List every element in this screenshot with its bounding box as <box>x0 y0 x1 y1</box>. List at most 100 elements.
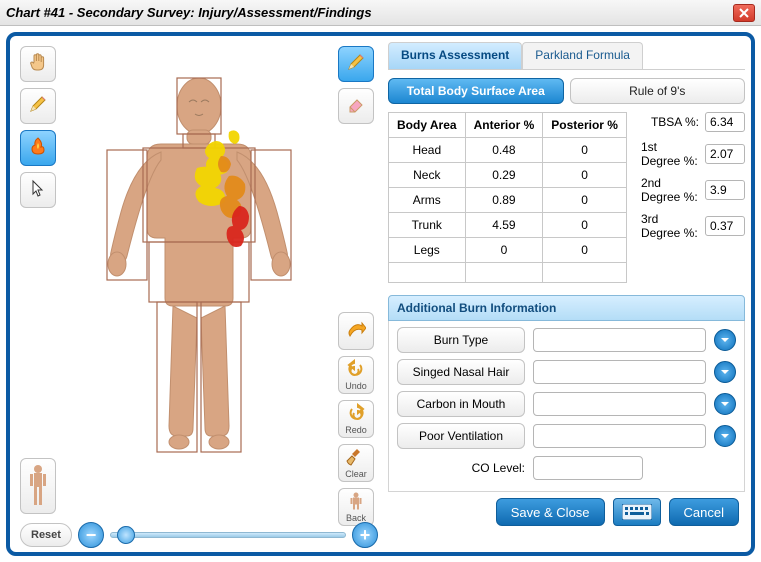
table-cell: Head <box>389 138 466 163</box>
main-frame: UndoRedoClearBack <box>6 32 755 556</box>
addl-field[interactable] <box>533 392 706 416</box>
pencil-icon <box>28 94 48 119</box>
pct-row: 2nd Degree %: <box>641 176 745 204</box>
cancel-button[interactable]: Cancel <box>669 498 739 526</box>
body-thumbnail[interactable] <box>20 458 56 514</box>
pct-row: 1st Degree %: <box>641 140 745 168</box>
table-row <box>389 263 627 283</box>
table-cell: 0 <box>543 188 627 213</box>
addl-label-button[interactable]: Carbon in Mouth <box>397 391 525 417</box>
close-button[interactable] <box>733 4 755 22</box>
body-area-table: Body AreaAnterior %Posterior % Head0.480… <box>388 112 627 283</box>
pct-label: 1st Degree %: <box>641 140 699 168</box>
redo-btn-label: Redo <box>345 425 367 435</box>
share-icon <box>346 320 366 343</box>
chevron-down-icon <box>720 367 730 377</box>
pct-row: TBSA %: <box>641 112 745 132</box>
table-row: Neck0.290 <box>389 163 627 188</box>
tab-burns[interactable]: Burns Assessment <box>388 42 522 69</box>
dropdown-button[interactable] <box>714 361 736 383</box>
body-diagram-pane: UndoRedoClearBack <box>16 42 382 552</box>
pencil-tool[interactable] <box>20 88 56 124</box>
window-title: Chart #41 - Secondary Survey: Injury/Ass… <box>6 5 372 20</box>
clear-btn-label: Clear <box>345 469 367 479</box>
addl-label-button[interactable]: Burn Type <box>397 327 525 353</box>
table-row: Arms0.890 <box>389 188 627 213</box>
undo-btn-label: Undo <box>345 381 367 391</box>
segment-row: Total Body Surface AreaRule of 9's <box>388 78 745 104</box>
pct-label: 3rd Degree %: <box>641 212 699 240</box>
undo-btn[interactable]: Undo <box>338 356 374 394</box>
hand-icon <box>28 52 48 77</box>
eraser[interactable] <box>338 88 374 124</box>
pct-input[interactable] <box>705 112 745 132</box>
zoom-in-button[interactable]: + <box>352 522 378 548</box>
addl-header: Additional Burn Information <box>388 295 745 321</box>
assessment-pane: Burns AssessmentParkland Formula Total B… <box>382 42 745 552</box>
table-cell: 0.48 <box>465 138 543 163</box>
share-btn[interactable] <box>338 312 374 350</box>
redo-icon <box>346 403 366 426</box>
eraser-icon <box>346 94 366 119</box>
segment-tbsa[interactable]: Total Body Surface Area <box>388 78 564 104</box>
body-back-icon <box>346 491 366 514</box>
tab-bar: Burns AssessmentParkland Formula <box>388 42 745 70</box>
addl-field[interactable] <box>533 424 706 448</box>
table-cell: Arms <box>389 188 466 213</box>
addl-field[interactable] <box>533 328 706 352</box>
table-cell: 0 <box>543 138 627 163</box>
chevron-down-icon <box>720 399 730 409</box>
zoom-out-button[interactable]: − <box>78 522 104 548</box>
zoom-slider-thumb[interactable] <box>117 526 135 544</box>
pct-input[interactable] <box>705 144 745 164</box>
pointer-tool[interactable] <box>20 172 56 208</box>
keyboard-icon <box>622 504 652 520</box>
addl-body: Burn Type Singed Nasal Hair Carbon in Mout… <box>388 321 745 492</box>
table-cell: 0.29 <box>465 163 543 188</box>
body-thumb-icon <box>28 464 48 508</box>
pct-input[interactable] <box>705 216 745 236</box>
table-cell: 0 <box>543 213 627 238</box>
body-figure <box>79 72 319 492</box>
clear-btn[interactable]: Clear <box>338 444 374 482</box>
footer-row: Save & Close Cancel <box>388 492 745 530</box>
addl-row: Poor Ventilation <box>397 423 736 449</box>
addl-text-field[interactable] <box>533 456 643 480</box>
addl-field[interactable] <box>533 360 706 384</box>
dropdown-button[interactable] <box>714 393 736 415</box>
addl-label-button[interactable]: Poor Ventilation <box>397 423 525 449</box>
close-icon <box>739 8 749 18</box>
zoom-slider[interactable] <box>110 532 346 538</box>
keyboard-button[interactable] <box>613 498 661 526</box>
burn-tool[interactable] <box>20 130 56 166</box>
percentage-column: TBSA %: 1st Degree %: 2nd Degree %: 3rd Deg… <box>641 112 745 283</box>
assessment-row: Body AreaAnterior %Posterior % Head0.480… <box>388 112 745 283</box>
table-row: Head0.480 <box>389 138 627 163</box>
addl-row: Burn Type <box>397 327 736 353</box>
save-close-button[interactable]: Save & Close <box>496 498 605 526</box>
pct-row: 3rd Degree %: <box>641 212 745 240</box>
addl-label: CO Level: <box>397 455 525 481</box>
segment-rule9[interactable]: Rule of 9's <box>570 78 746 104</box>
tab-parkland[interactable]: Parkland Formula <box>522 42 643 69</box>
addl-row: Singed Nasal Hair <box>397 359 736 385</box>
dropdown-button[interactable] <box>714 425 736 447</box>
table-cell: 0 <box>465 238 543 263</box>
table-cell: 0 <box>543 163 627 188</box>
draw-pencil[interactable] <box>338 46 374 82</box>
col-header: Body Area <box>389 113 466 138</box>
pct-label: 2nd Degree %: <box>641 176 699 204</box>
pct-label: TBSA %: <box>651 115 699 129</box>
table-row: Trunk4.590 <box>389 213 627 238</box>
body-canvas[interactable] <box>64 46 334 518</box>
reset-button[interactable]: Reset <box>20 523 72 547</box>
addl-label-button[interactable]: Singed Nasal Hair <box>397 359 525 385</box>
titlebar: Chart #41 - Secondary Survey: Injury/Ass… <box>0 0 761 26</box>
hand-tool[interactable] <box>20 46 56 82</box>
pct-input[interactable] <box>705 180 745 200</box>
chevron-down-icon <box>720 335 730 345</box>
redo-btn[interactable]: Redo <box>338 400 374 438</box>
table-cell: Legs <box>389 238 466 263</box>
dropdown-button[interactable] <box>714 329 736 351</box>
cursor-icon <box>28 178 48 203</box>
